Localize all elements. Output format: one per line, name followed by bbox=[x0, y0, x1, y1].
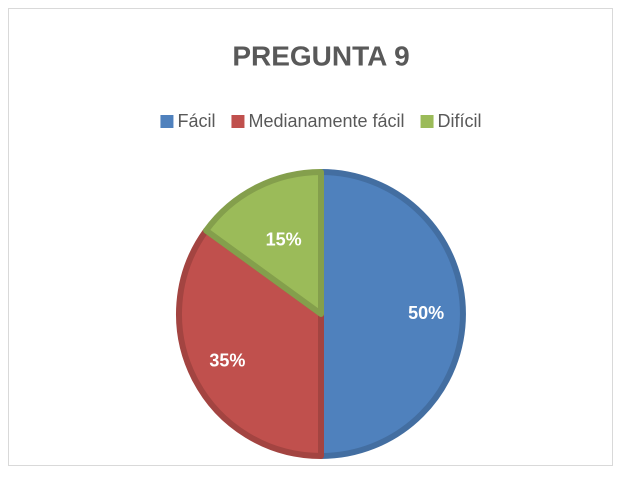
data-label: 35% bbox=[209, 350, 245, 370]
legend-label: Medianamente fácil bbox=[248, 111, 404, 131]
legend: Fácil Medianamente fácil Difícil bbox=[160, 111, 482, 131]
legend-swatch bbox=[160, 115, 174, 128]
pie-slice bbox=[318, 169, 466, 459]
legend-swatch bbox=[231, 115, 245, 128]
data-label: 50% bbox=[408, 303, 444, 323]
legend-label: Fácil bbox=[177, 111, 215, 131]
legend-label: Difícil bbox=[438, 111, 482, 131]
pie-slice bbox=[176, 227, 324, 459]
legend-swatch bbox=[420, 115, 434, 128]
data-label: 15% bbox=[266, 229, 302, 249]
pie-slice bbox=[203, 169, 324, 317]
chart-title: PREGUNTA 9 bbox=[232, 40, 409, 71]
